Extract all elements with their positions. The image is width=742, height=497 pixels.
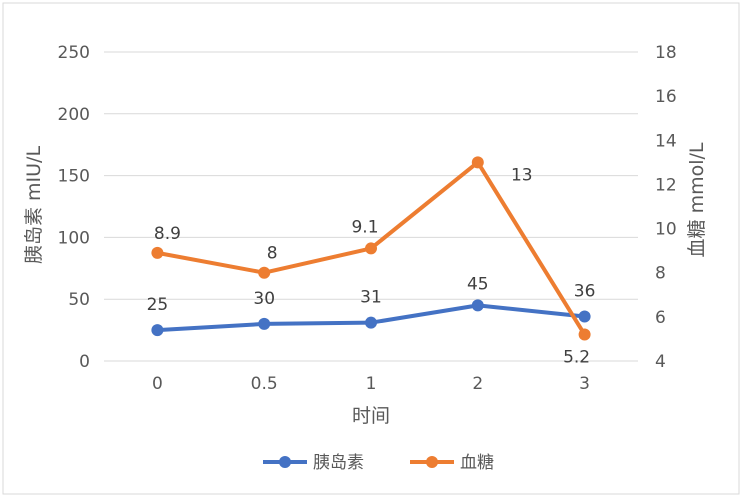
data-point bbox=[471, 299, 484, 312]
data-label: 8 bbox=[267, 244, 278, 264]
x-tick-label: 0.5 bbox=[251, 374, 278, 394]
x-axis-title: 时间 bbox=[352, 405, 390, 427]
right-tick-label: 12 bbox=[655, 175, 677, 195]
data-label: 31 bbox=[360, 288, 382, 308]
data-point bbox=[471, 156, 484, 169]
data-label: 8.9 bbox=[154, 224, 181, 244]
left-tick-label: 200 bbox=[58, 105, 90, 125]
x-axis-ticks: 0 0.5 1 2 3 bbox=[152, 374, 590, 394]
data-label: 36 bbox=[574, 282, 596, 302]
x-tick-label: 2 bbox=[472, 374, 483, 394]
x-tick-label: 3 bbox=[579, 374, 590, 394]
legend: 胰岛素 血糖 bbox=[263, 453, 494, 473]
right-tick-label: 18 bbox=[655, 43, 677, 63]
left-tick-label: 0 bbox=[79, 352, 90, 372]
left-tick-label: 50 bbox=[68, 290, 90, 310]
left-axis-ticks: 0 50 100 150 200 250 bbox=[58, 43, 90, 372]
x-tick-label: 1 bbox=[366, 374, 377, 394]
right-tick-label: 6 bbox=[655, 308, 666, 328]
left-tick-label: 250 bbox=[58, 43, 90, 63]
left-axis-title: 胰岛素 mIU/L bbox=[23, 146, 45, 264]
left-tick-label: 150 bbox=[58, 167, 90, 187]
x-tick-label: 0 bbox=[152, 374, 163, 394]
legend-label: 胰岛素 bbox=[313, 453, 364, 473]
right-tick-label: 8 bbox=[655, 264, 666, 284]
data-label: 30 bbox=[253, 289, 275, 309]
right-axis-title: 血糖 mmol/L bbox=[686, 142, 708, 257]
data-point bbox=[578, 328, 591, 341]
right-tick-label: 14 bbox=[655, 131, 677, 151]
data-label: 9.1 bbox=[351, 217, 378, 237]
data-label: 45 bbox=[467, 274, 489, 294]
data-point bbox=[365, 242, 377, 255]
legend-marker bbox=[279, 456, 291, 468]
right-tick-label: 4 bbox=[655, 352, 666, 372]
data-point bbox=[258, 266, 271, 279]
data-point bbox=[151, 324, 164, 337]
data-point bbox=[258, 317, 271, 330]
right-tick-label: 10 bbox=[655, 220, 677, 240]
left-tick-label: 100 bbox=[58, 228, 90, 248]
data-point bbox=[151, 246, 164, 259]
data-point bbox=[365, 316, 377, 329]
legend-label: 血糖 bbox=[460, 453, 494, 473]
right-tick-label: 16 bbox=[655, 87, 677, 107]
data-point bbox=[578, 310, 591, 323]
series-group: 25 30 31 45 36 8.9 8 9.1 13 5.2 bbox=[147, 156, 596, 368]
data-label: 5.2 bbox=[563, 348, 590, 368]
gridlines bbox=[104, 51, 638, 362]
data-label: 13 bbox=[511, 165, 533, 185]
legend-marker bbox=[426, 456, 438, 468]
data-label: 25 bbox=[147, 295, 169, 315]
right-axis-ticks: 4 6 8 10 12 14 16 18 bbox=[655, 43, 677, 372]
